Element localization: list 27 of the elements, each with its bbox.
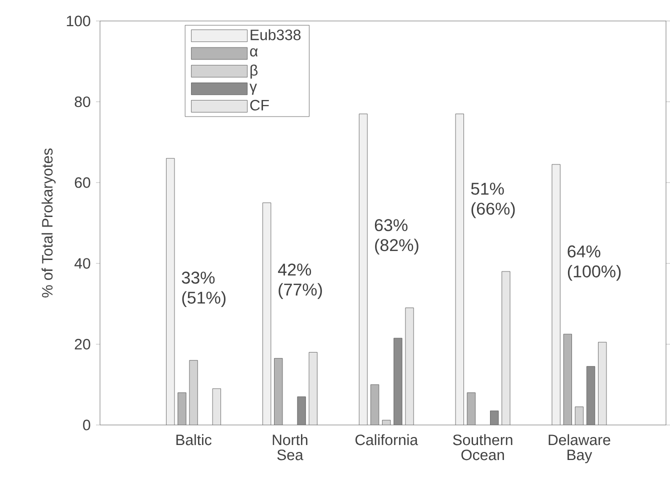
y-tick-label: 0 [83, 420, 90, 430]
y-tick-label: 40 [74, 258, 90, 269]
bar [394, 338, 402, 425]
y-axis-title: % of Total Prokaryotes [42, 148, 56, 298]
annotation: 33% (51%) [182, 272, 226, 308]
annotation: 64% (100%) [568, 245, 621, 281]
annotation: 63% (82%) [374, 219, 418, 255]
bar [274, 358, 283, 425]
x-tick-label: Baltic [176, 434, 212, 446]
x-tick-label: Southern Ocean [453, 434, 512, 460]
y-tick-label: 80 [74, 96, 90, 108]
legend-label: CF [250, 100, 269, 110]
bar [563, 334, 572, 425]
x-tick-label: Delaware Bay [548, 434, 610, 464]
y-tick-label: 100 [66, 16, 90, 26]
x-tick-label: North Sea [272, 434, 308, 460]
legend-label: γ [250, 84, 257, 95]
annotation: 42% (77%) [278, 264, 322, 299]
legend-label: Eub338 [250, 29, 301, 40]
bar [586, 366, 596, 425]
y-tick-label: 20 [74, 338, 90, 350]
y-tick-label: 60 [74, 177, 90, 188]
legend-label: β [250, 64, 258, 79]
legend-label: α [250, 48, 258, 57]
annotation: 51% (66%) [471, 182, 515, 218]
bar [370, 384, 380, 425]
x-tick-label: California [355, 434, 418, 446]
